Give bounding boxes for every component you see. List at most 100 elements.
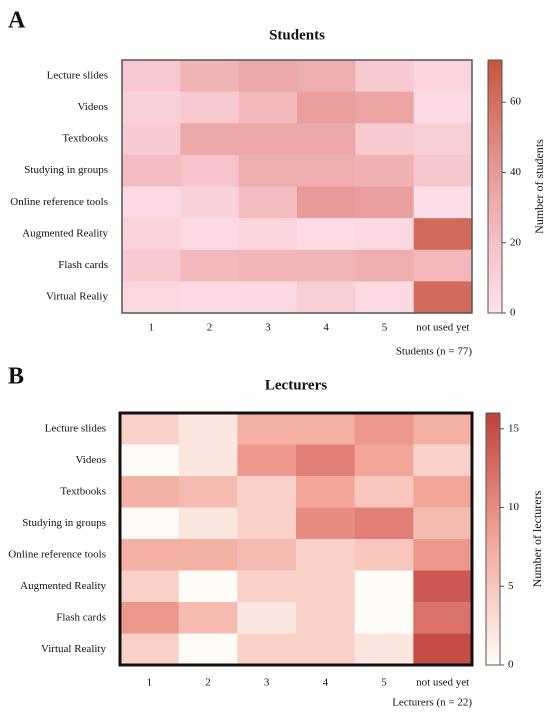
heat-cell (413, 602, 473, 634)
heat-cell (237, 444, 297, 477)
row-label: Videos (75, 454, 106, 466)
heat-cell (120, 539, 180, 571)
heat-cell (178, 476, 238, 508)
heatmap-frame (118, 411, 474, 667)
x-tick-label: 5 (381, 677, 387, 689)
heat-cell (413, 444, 473, 477)
heat-cell (297, 154, 356, 187)
heat-cell (178, 413, 238, 445)
heat-cell (180, 91, 240, 124)
heat-cell (238, 281, 298, 314)
heat-cell (354, 413, 414, 445)
heat-cell (354, 507, 414, 540)
row-label: Augmented Reality (20, 580, 106, 592)
colorbar-tick-label: 0 (510, 307, 516, 319)
heat-cell (296, 633, 356, 666)
heat-cell (238, 154, 298, 187)
heat-cell (238, 186, 298, 219)
heat-cell (180, 60, 240, 93)
heat-cell (296, 476, 356, 508)
heat-cell (237, 602, 297, 634)
heat-cell (120, 476, 180, 508)
heat-cell (355, 154, 415, 187)
heat-cell (413, 476, 473, 508)
heat-cell (296, 507, 356, 540)
heat-cell (355, 218, 415, 251)
panel-label: A (8, 8, 26, 34)
heat-cell (413, 539, 473, 571)
heat-cell (296, 570, 356, 603)
heat-cell (354, 602, 414, 634)
heat-cell (178, 444, 238, 477)
heat-cell (297, 249, 356, 282)
row-label: Flash cards (58, 259, 108, 271)
heat-cell (238, 123, 298, 156)
heat-cell (178, 539, 238, 571)
panel-label: B (8, 364, 24, 390)
chart-title: Students (269, 27, 325, 43)
heat-cell (355, 281, 415, 314)
heat-cell (297, 60, 356, 93)
row-label: Lecture slides (47, 69, 108, 81)
x-tick-label: 3 (264, 677, 270, 689)
colorbar (487, 59, 503, 314)
colorbar-tick-label: 0 (508, 659, 514, 671)
heat-cell (178, 602, 238, 634)
heat-cell (413, 413, 473, 445)
heat-cell (296, 539, 356, 571)
heat-cell (237, 633, 297, 666)
heat-cell (413, 570, 473, 603)
heat-cell (354, 633, 414, 666)
heat-cell (413, 154, 473, 187)
heat-cell (296, 413, 356, 445)
heat-cell (355, 186, 415, 219)
heat-cell (122, 249, 181, 282)
row-label: Online reference tools (10, 196, 108, 208)
heat-cell (413, 633, 473, 666)
heat-cell (180, 249, 240, 282)
row-label: Videos (77, 101, 108, 113)
heat-cell (120, 602, 180, 634)
heat-cell (237, 539, 297, 571)
row-label: Textbooks (62, 133, 108, 145)
x-tick-label: not used yet (416, 677, 469, 689)
heat-cell (122, 281, 181, 314)
heat-cell (297, 281, 356, 314)
row-label: Virtual Realiy (46, 291, 108, 303)
chart-title: Lecturers (265, 377, 327, 393)
heat-cell (122, 60, 181, 93)
heat-cell (297, 123, 356, 156)
row-label: Augmented Reality (22, 227, 108, 239)
heat-cell (120, 444, 180, 477)
heat-cell (180, 154, 240, 187)
heat-cell (238, 91, 298, 124)
x-tick-label: 1 (147, 677, 153, 689)
x-axis-label: Students (n = 77) (396, 346, 473, 358)
heat-cell (120, 633, 180, 666)
heat-cell (180, 186, 240, 219)
heat-cell (413, 218, 473, 251)
heat-cell (297, 218, 356, 251)
heat-cell (238, 60, 298, 93)
x-tick-label: not used yet (416, 322, 469, 334)
colorbar-tick-label: 5 (508, 580, 514, 592)
heat-cell (354, 570, 414, 603)
heatmap-frame (121, 59, 473, 314)
heat-cell (355, 123, 415, 156)
x-tick-label: 2 (205, 677, 211, 689)
row-label: Studying in groups (24, 164, 108, 176)
heat-cell (122, 186, 181, 219)
colorbar-tick-label: 10 (508, 501, 520, 513)
heat-cell (237, 476, 297, 508)
colorbar-label: Number of lecturers (530, 490, 544, 587)
heat-cell (413, 507, 473, 540)
colorbar-tick-label: 40 (510, 166, 522, 178)
row-label: Online reference tools (8, 548, 106, 560)
heat-cell (355, 60, 415, 93)
heat-cell (238, 218, 298, 251)
heat-cell (297, 186, 356, 219)
colorbar-label: Number of students (532, 139, 546, 234)
colorbar-tick-label: 60 (510, 96, 522, 108)
heat-cell (122, 91, 181, 124)
colorbar-tick-label: 20 (510, 236, 522, 248)
